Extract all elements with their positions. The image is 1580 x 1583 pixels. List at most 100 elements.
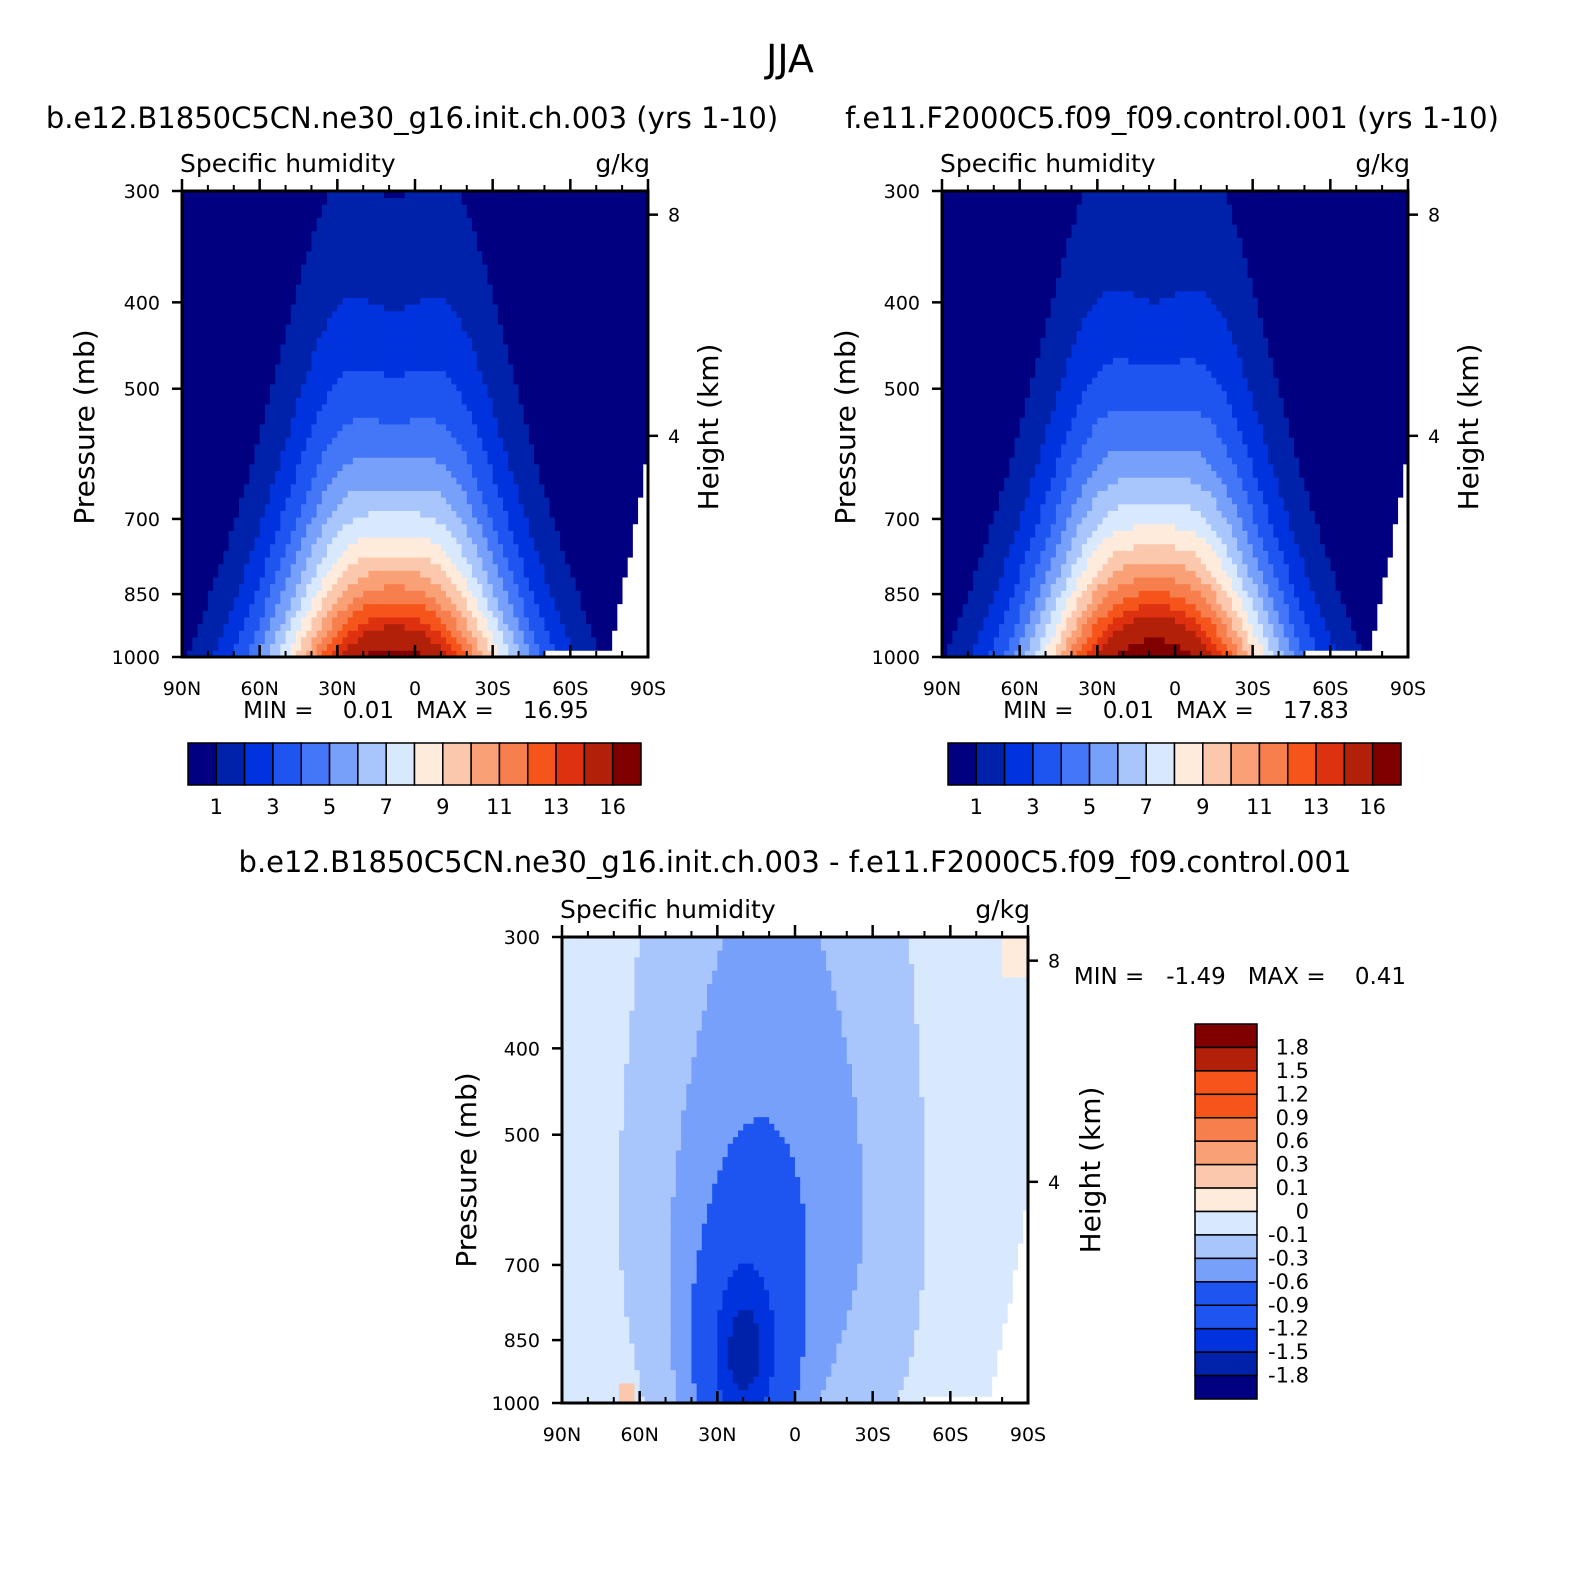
contour-cell <box>596 531 602 538</box>
contour-cell <box>503 544 509 551</box>
contour-cell <box>254 604 260 611</box>
contour-cell <box>524 577 530 584</box>
contour-cell <box>576 577 582 584</box>
contour-cell <box>570 531 576 538</box>
contour-cell <box>544 550 550 557</box>
contour-cell <box>229 557 235 564</box>
contour-cell <box>322 577 328 584</box>
contour-cell <box>306 637 312 644</box>
contour-cell <box>617 524 623 531</box>
contour-cell <box>601 630 607 637</box>
contour-cell <box>379 637 385 644</box>
contour-cell <box>607 564 613 571</box>
contour-cell <box>348 511 354 518</box>
contour-cell <box>560 570 566 577</box>
contour-cell <box>586 644 592 651</box>
contour-cell <box>198 637 204 644</box>
contour-cell <box>368 644 374 651</box>
contour-cell <box>420 624 426 631</box>
contour-cell <box>358 544 364 551</box>
contour-cell <box>254 557 260 564</box>
contour-cell <box>467 577 473 584</box>
contour-cell <box>436 630 442 637</box>
contour-cell <box>260 544 266 551</box>
contour-cell <box>627 544 633 551</box>
contour-cell <box>389 517 395 524</box>
contour-cell <box>581 604 587 611</box>
contour-cell <box>622 524 628 531</box>
contour-cell <box>467 570 473 577</box>
contour-cell <box>296 644 302 651</box>
contour-cell <box>249 577 255 584</box>
contour-cell <box>306 564 312 571</box>
contour-cell <box>265 550 271 557</box>
contour-cell <box>550 610 556 617</box>
contour-cell <box>291 544 297 551</box>
contour-cell <box>399 617 405 624</box>
contour-cell <box>482 544 488 551</box>
contour-cell <box>436 550 442 557</box>
contour-cell <box>410 570 416 577</box>
contour-cell <box>265 624 271 631</box>
contour-cell <box>436 531 442 538</box>
contour-cell <box>317 644 323 651</box>
contour-cell <box>223 570 229 577</box>
contour-cell <box>301 624 307 631</box>
contour-cell <box>270 564 276 571</box>
contour-cell <box>337 617 343 624</box>
contour-cell <box>477 584 483 591</box>
contour-cell <box>555 637 561 644</box>
contour-cell <box>311 550 317 557</box>
contour-cell <box>270 524 276 531</box>
contour-cell <box>187 637 193 644</box>
contour-cell <box>462 570 468 577</box>
contour-cell <box>493 597 499 604</box>
contour-cell <box>394 517 400 524</box>
contour-cell <box>198 557 204 564</box>
contour-cell <box>291 630 297 637</box>
contour-cell <box>560 630 566 637</box>
contour-cell <box>327 524 333 531</box>
contour-cell <box>254 564 260 571</box>
contour-cell <box>436 624 442 631</box>
contour-cell <box>265 597 271 604</box>
contour-cell <box>555 644 561 651</box>
contour-cell <box>607 604 613 611</box>
contour-cell <box>223 550 229 557</box>
contour-cell <box>187 550 193 557</box>
contour-cell <box>472 617 478 624</box>
contour-cell <box>379 564 385 571</box>
contour-cell <box>498 577 504 584</box>
contour-cell <box>472 610 478 617</box>
contour-cell <box>539 597 545 604</box>
contour-cell <box>244 537 250 544</box>
contour-cell <box>513 590 519 597</box>
contour-cell <box>446 604 452 611</box>
contour-cell <box>322 617 328 624</box>
contour-cell <box>472 564 478 571</box>
contour-cell <box>581 544 587 551</box>
contour-cell <box>425 617 431 624</box>
contour-cell <box>389 577 395 584</box>
contour-cell <box>379 524 385 531</box>
contour-cell <box>467 610 473 617</box>
contour-cell <box>291 550 297 557</box>
contour-cell <box>487 624 493 631</box>
contour-cell <box>425 537 431 544</box>
contour-cell <box>254 544 260 551</box>
contour-cell <box>441 564 447 571</box>
contour-cell <box>301 564 307 571</box>
contour-cell <box>348 577 354 584</box>
contour-cell <box>254 550 260 557</box>
contour-cell <box>503 624 509 631</box>
contour-cell <box>410 617 416 624</box>
contour-cell <box>265 544 271 551</box>
contour-cell <box>249 630 255 637</box>
contour-cell <box>539 644 545 651</box>
contour-cell <box>244 550 250 557</box>
contour-cell <box>544 570 550 577</box>
contour-cell <box>254 630 260 637</box>
contour-cell <box>508 517 514 524</box>
contour-cell <box>229 624 235 631</box>
contour-cell <box>260 637 266 644</box>
